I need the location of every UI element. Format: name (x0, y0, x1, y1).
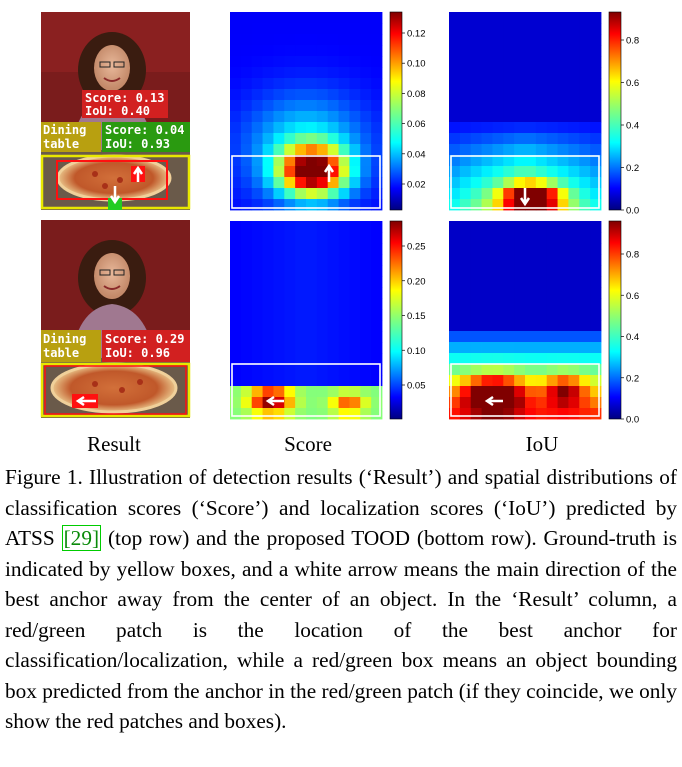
label-yellow-line2: table (43, 137, 79, 151)
score-heatmap-top (230, 12, 383, 211)
colorbar-tick-label: 0.12 (407, 29, 426, 40)
result-image-bottom: Dining table Score: 0.29 IoU: 0.96 (40, 220, 191, 418)
label-red-line1: Score: 0.29 (105, 332, 184, 346)
column-label-score: Score (284, 432, 332, 456)
colorbar-tick-label: 0.2 (626, 163, 639, 174)
colorbar-score-bottom: 0.25 0.20 0.15 0.10 0.05 (389, 220, 426, 420)
score-heatmap-bottom (230, 221, 383, 420)
label-yellow-line2: table (43, 346, 79, 360)
label-green-line2: IoU: 0.93 (105, 137, 170, 151)
label-red-line1: Score: 0.13 (85, 91, 164, 105)
colorbar-tick-label: 0.10 (407, 59, 426, 70)
colorbar-tick-label: 0.4 (626, 121, 639, 132)
colorbar-tick-label: 0.25 (407, 242, 426, 253)
colorbar-tick-label: 0.0 (626, 415, 639, 426)
colorbar-tick-label: 0.6 (626, 291, 639, 302)
label-yellow-line1: Dining (43, 332, 86, 346)
label-red-line2: IoU: 0.96 (105, 346, 170, 360)
colorbar-tick-label: 0.8 (626, 250, 639, 261)
result-image-top: Score: 0.13 IoU: 0.40 Dining table Score… (40, 12, 191, 210)
citation-link[interactable]: [29] (61, 525, 102, 551)
caption-text-start: Figure 1. Illustration of detection resu… (5, 465, 677, 550)
label-red-line2: IoU: 0.40 (85, 104, 150, 118)
column-label-result: Result (87, 432, 141, 456)
figure-panels: Score: 0.13 IoU: 0.40 Dining table Score… (40, 11, 639, 426)
colorbar-tick-label: 0.08 (407, 89, 426, 100)
colorbar-tick-label: 0.20 (407, 276, 426, 287)
colorbar-tick-label: 0.06 (407, 119, 426, 130)
caption-text-end: (top row) and the proposed TOOD (bottom … (5, 526, 678, 733)
column-label-iou: IoU (525, 432, 559, 456)
colorbar-iou-top: 0.8 0.6 0.4 0.2 0.0 (608, 11, 639, 217)
colorbar-tick-label: 0.02 (407, 180, 426, 191)
colorbar-tick-label: 0.6 (626, 78, 639, 89)
label-yellow-line1: Dining (43, 123, 86, 137)
label-green-line1: Score: 0.04 (105, 123, 184, 137)
colorbar-tick-label: 0.15 (407, 311, 426, 322)
colorbar-tick-label: 0.05 (407, 381, 426, 392)
colorbar-tick-label: 0.4 (626, 332, 639, 343)
colorbar-tick-label: 0.8 (626, 36, 639, 47)
figure-caption: Figure 1. Illustration of detection resu… (5, 462, 677, 737)
iou-heatmap-top (449, 12, 602, 211)
colorbar-tick-label: 0.10 (407, 346, 426, 357)
colorbar-tick-label: 0.04 (407, 149, 426, 160)
colorbar-tick-label: 0.2 (626, 373, 639, 384)
colorbar-score-top: 0.12 0.10 0.08 0.06 0.04 0.02 (389, 11, 426, 211)
iou-heatmap-bottom (449, 221, 602, 420)
colorbar-tick-label: 0.0 (626, 206, 639, 217)
colorbar-iou-bottom: 0.8 0.6 0.4 0.2 0.0 (608, 220, 639, 426)
